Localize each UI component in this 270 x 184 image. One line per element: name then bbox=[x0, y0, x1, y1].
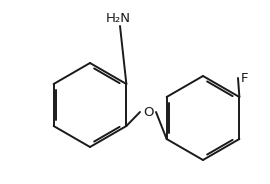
Text: H₂N: H₂N bbox=[106, 11, 130, 24]
Text: O: O bbox=[143, 105, 153, 118]
Text: F: F bbox=[240, 72, 248, 84]
